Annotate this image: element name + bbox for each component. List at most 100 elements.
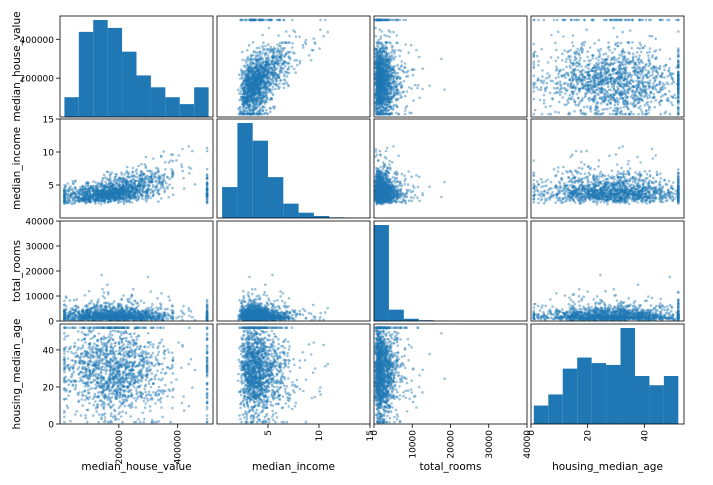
scatter-point xyxy=(164,168,167,171)
scatter-point xyxy=(569,59,572,63)
scatter-point xyxy=(571,74,574,78)
scatter-point xyxy=(262,95,266,98)
scatter-point xyxy=(532,65,536,68)
scatter-point xyxy=(622,99,625,103)
scatter-point xyxy=(326,30,330,34)
scatter-point xyxy=(643,112,647,116)
scatter-point xyxy=(239,86,242,89)
scatter-point xyxy=(273,66,277,69)
scatter-point xyxy=(545,86,549,89)
scatter-point xyxy=(269,45,273,49)
scatter-point xyxy=(393,64,397,68)
scatter-point xyxy=(248,80,251,83)
scatter-point xyxy=(294,35,298,38)
scatter-point xyxy=(246,63,250,67)
scatter-point xyxy=(584,65,587,68)
scatter-point xyxy=(583,40,587,44)
scatter-point xyxy=(643,104,647,107)
scatter-point xyxy=(246,99,249,103)
scatter-point xyxy=(382,61,385,65)
scatter-point xyxy=(274,78,278,81)
scatter-point xyxy=(570,70,573,74)
scatter-point xyxy=(597,93,600,96)
scatter-point xyxy=(271,85,275,89)
scatter-point xyxy=(243,104,246,107)
scatter-point xyxy=(590,92,593,95)
scatter-point xyxy=(538,98,542,102)
scatter-point xyxy=(283,74,286,78)
scatter-point xyxy=(404,18,408,22)
scatter-panel-median_house_value-vs-total_rooms xyxy=(373,18,446,116)
scatter-point xyxy=(264,90,267,94)
scatter-point xyxy=(285,70,289,74)
scatter-point xyxy=(282,47,285,50)
scatter-point xyxy=(618,71,622,75)
scatter-point xyxy=(593,64,596,67)
scatter-point xyxy=(561,52,564,56)
histogram-bar-median_house_value-0 xyxy=(64,97,79,117)
scatter-point xyxy=(599,47,602,51)
scatter-point xyxy=(236,88,240,92)
scatter-point xyxy=(582,105,586,109)
scatter-point xyxy=(239,90,242,93)
scatter-point xyxy=(241,58,244,62)
scatter-point xyxy=(555,87,558,90)
scatter-point xyxy=(593,95,596,98)
scatter-point xyxy=(592,18,595,22)
scatter-point xyxy=(265,93,268,97)
scatter-point xyxy=(579,56,582,60)
scatter-point xyxy=(637,76,640,79)
scatter-point xyxy=(537,59,540,63)
scatter-point xyxy=(586,50,589,53)
scatter-point xyxy=(386,82,390,86)
scatter-point xyxy=(607,88,611,92)
scatter-point xyxy=(243,109,246,113)
scatter-point xyxy=(246,99,250,102)
scatter-point xyxy=(613,68,616,71)
scatter-point xyxy=(248,94,251,97)
scatter-point xyxy=(655,67,659,70)
scatter-point xyxy=(404,43,408,46)
scatter-point xyxy=(620,18,624,22)
scatter-point xyxy=(421,67,425,70)
scatter-point xyxy=(629,79,632,82)
scatter-point xyxy=(390,71,394,75)
scatter-point xyxy=(286,68,290,71)
scatter-point xyxy=(651,73,654,77)
scatter-point xyxy=(257,73,260,77)
scatter-point xyxy=(599,112,602,116)
scatter-point xyxy=(410,111,413,115)
scatter-point xyxy=(311,48,315,52)
scatter-point xyxy=(244,78,247,82)
scatter-point xyxy=(556,30,560,34)
scatter-point xyxy=(378,28,382,32)
scatter-point xyxy=(569,66,572,70)
scatter-point xyxy=(278,86,281,89)
scatter-point xyxy=(302,46,305,49)
scatter-point xyxy=(581,48,584,51)
scatter-point xyxy=(587,86,591,90)
scatter-point xyxy=(259,102,263,105)
scatter-point xyxy=(275,63,279,66)
scatter-point xyxy=(625,77,628,81)
scatter-point xyxy=(580,51,584,54)
scatter-point xyxy=(669,101,673,104)
scatter-point xyxy=(645,51,649,54)
scatter-point xyxy=(382,18,386,22)
scatter-point xyxy=(629,110,633,113)
scatter-point xyxy=(440,57,443,61)
scatter-point xyxy=(411,73,415,77)
scatter-point xyxy=(262,112,266,116)
scatter-point xyxy=(253,70,257,74)
scatter-point xyxy=(263,18,267,22)
scatter-point xyxy=(599,102,603,105)
scatter-point xyxy=(382,79,385,82)
scatter-point xyxy=(559,83,563,87)
scatter-point xyxy=(304,38,308,42)
scatter-point xyxy=(248,86,252,90)
scatter-point xyxy=(283,78,286,81)
scatter-point xyxy=(397,112,401,116)
scatter-point xyxy=(616,60,619,64)
scatter-point xyxy=(249,96,252,99)
